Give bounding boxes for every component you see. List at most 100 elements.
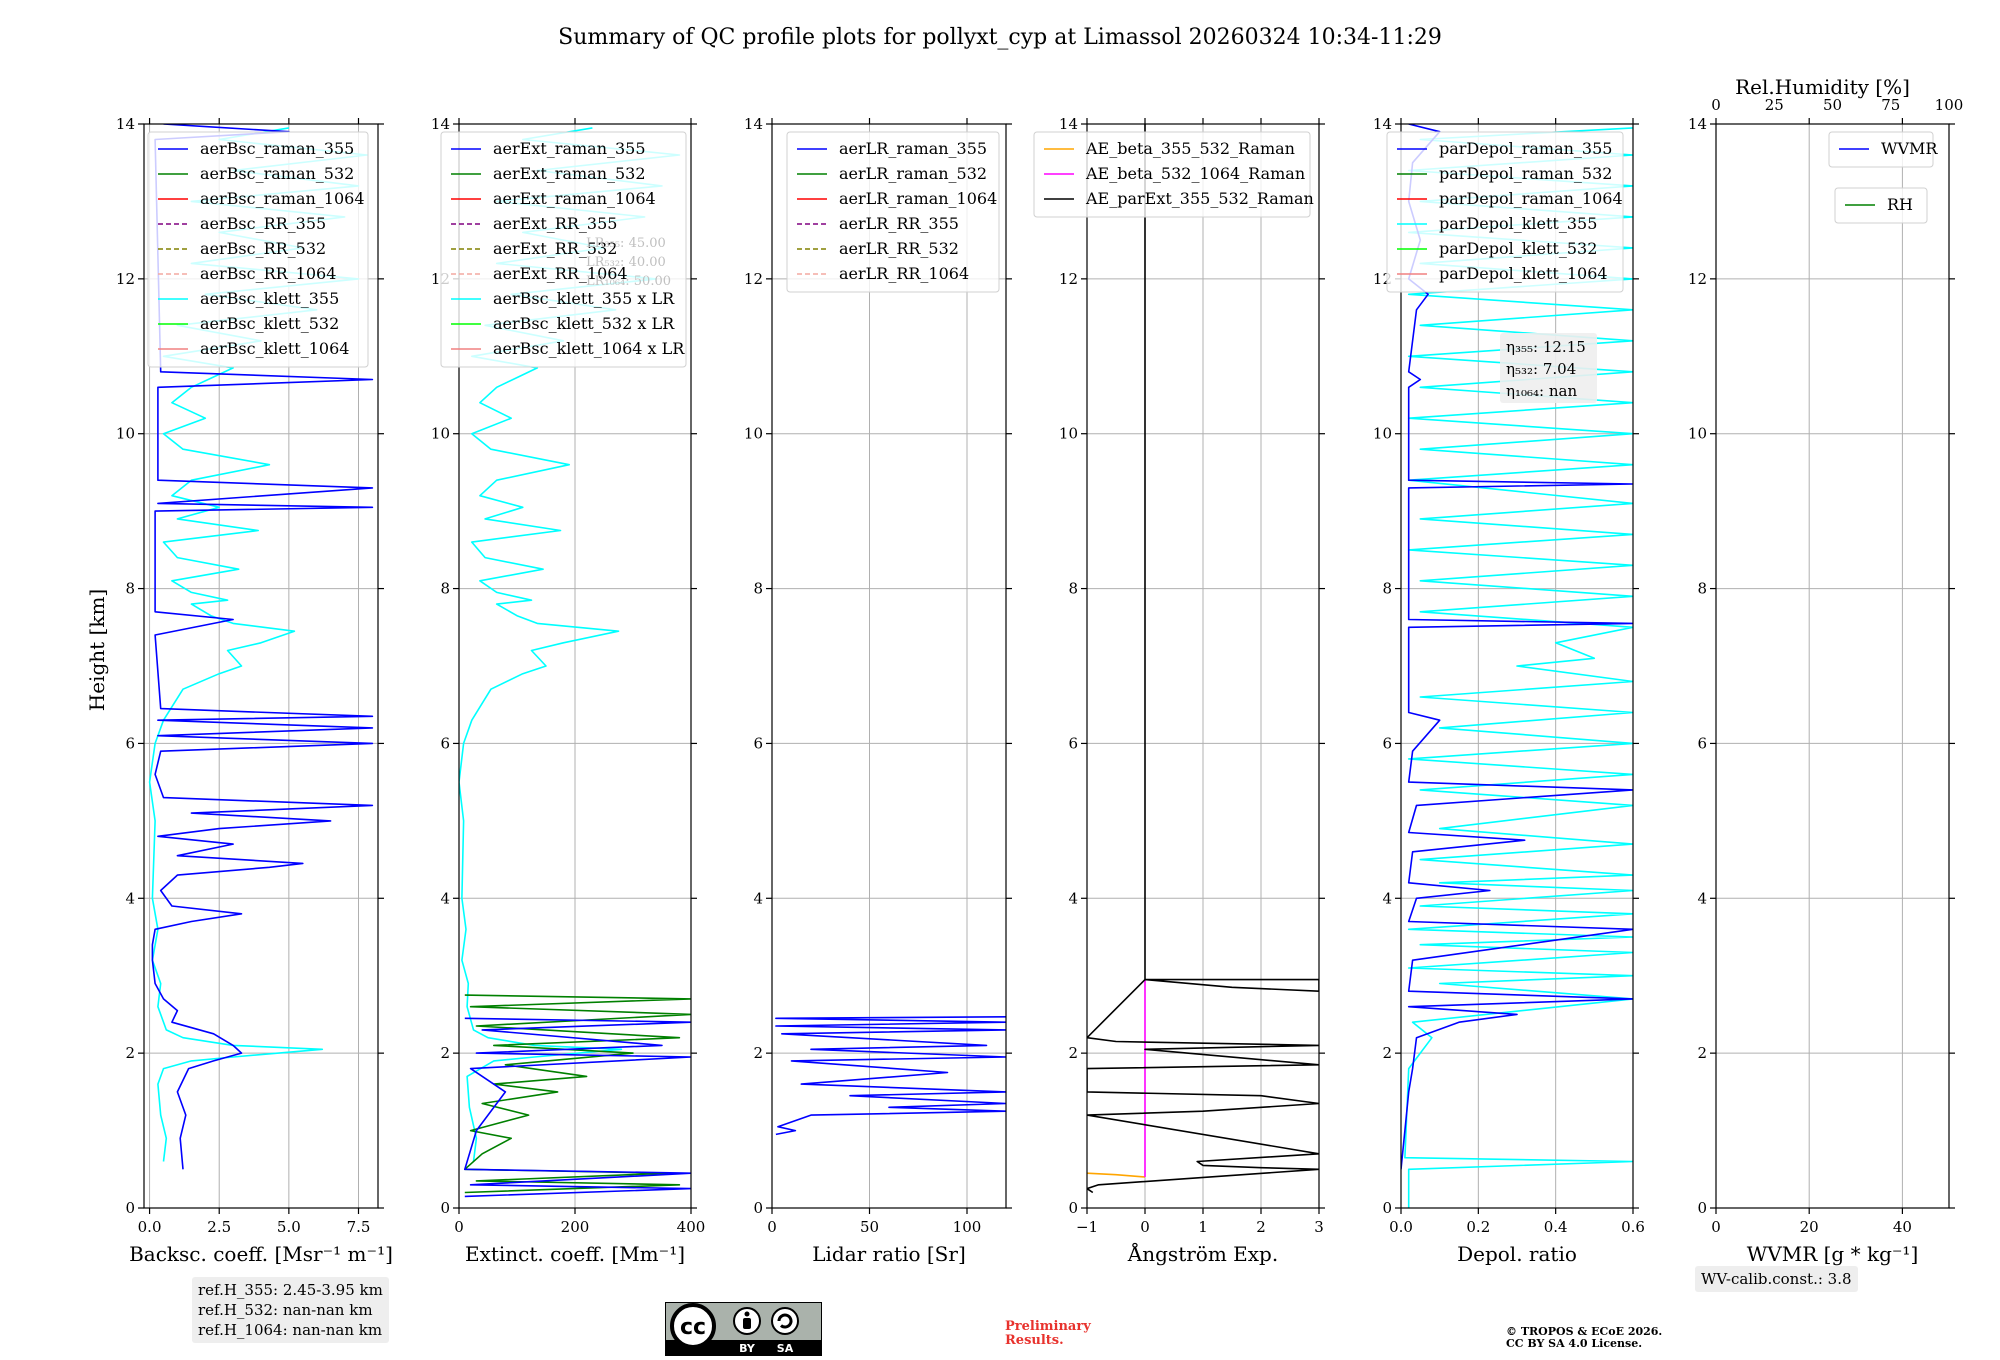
- xtick-label: 100: [953, 1218, 982, 1236]
- ytick-label: 4: [125, 889, 135, 907]
- ytick-label: 14: [1688, 115, 1707, 133]
- eta-box: [1500, 333, 1597, 403]
- panel-bsc: 0.0 2.5 5.0 7.5 0 2 4 6 8 10 12 14 Backsc. coeff. [M…: [116, 115, 393, 1266]
- legend-label: aerLR_RR_355: [839, 214, 959, 233]
- wv-calibration-box: WV-calib.const.: 3.8: [1695, 1266, 1858, 1292]
- series-aerBsc_raman_355: [151, 124, 374, 1170]
- ytick-label: 4: [1697, 889, 1707, 907]
- ytick-label: 6: [1382, 734, 1392, 752]
- legend-depol: parDepol_raman_355 parDepol_raman_532 parD…: [1386, 131, 1624, 293]
- legend-label: aerBsc_klett_1064 x LR: [493, 339, 685, 358]
- ytick-label: 12: [1688, 270, 1707, 288]
- ytick-label: 0: [440, 1199, 450, 1217]
- xtick-label: 1: [1198, 1218, 1208, 1236]
- ytick-label: 10: [1373, 425, 1392, 443]
- cc-logo-text: cc: [680, 1315, 706, 1340]
- height-axis-label: Height [km]: [85, 589, 109, 711]
- lr-annotation: LR₃₅₅: 45.00: [586, 236, 666, 251]
- legend-label: aerBsc_klett_532 x LR: [493, 314, 675, 333]
- xaxis-label-wv: WVMR [g * kg⁻¹]: [1747, 1242, 1919, 1266]
- cc-by-label: BY: [739, 1342, 756, 1355]
- ytick-label: 10: [1688, 425, 1707, 443]
- preliminary-line-1: Preliminary: [1005, 1319, 1091, 1334]
- legend-label: aerLR_raman_355: [839, 139, 987, 158]
- ytick-label: 0: [1382, 1199, 1392, 1217]
- panel-wv: 0 20 40 0 2 4 6 8 10 12 14 WVMR [g * kg⁻¹] 0 25 50 75 10…: [1688, 75, 1963, 1266]
- xtick-label: −1: [1076, 1218, 1098, 1236]
- ytick-label: 0: [125, 1199, 135, 1217]
- legend-box: [786, 131, 1000, 293]
- legend-ext: aerExt_raman_355 aerExt_raman_532 aerExt_r…: [440, 131, 687, 368]
- legend-box: [1828, 131, 1934, 168]
- ytick-label: 8: [440, 580, 450, 598]
- legend-label: aerExt_raman_532: [493, 164, 646, 183]
- grid-wv: [1715, 123, 1949, 1209]
- xtick-label: 5.0: [277, 1218, 301, 1236]
- ytick-label: 10: [431, 425, 450, 443]
- legend-label: aerBsc_RR_1064: [200, 264, 336, 283]
- legend-label: parDepol_raman_1064: [1439, 189, 1623, 208]
- axes-frame-lr: [771, 123, 1007, 1209]
- series-AE_beta_355_532_Raman: [1087, 1172, 1146, 1178]
- legend-label: aerExt_raman_1064: [493, 189, 656, 208]
- eta-label: η₅₃₂: 7.04: [1506, 360, 1576, 378]
- legend-box: [147, 131, 369, 368]
- xaxis-label-bsc: Backsc. coeff. [Msr⁻¹ m⁻¹]: [129, 1242, 393, 1266]
- xaxis-label-lr: Lidar ratio [Sr]: [812, 1242, 966, 1266]
- legend-label: aerExt_raman_355: [493, 139, 646, 158]
- ytick-label: 8: [1068, 580, 1078, 598]
- top-xaxis-label: Rel.Humidity [%]: [1735, 75, 1910, 99]
- ref-height-532: ref.H_532: nan-nan km: [198, 1301, 373, 1319]
- series-AE_parExt_355_532_Raman: [1087, 124, 1319, 1194]
- xtick-label: 200: [561, 1218, 590, 1236]
- legend-box: [1033, 131, 1311, 218]
- ytick-label: 2: [125, 1044, 135, 1062]
- legend-label: aerBsc_klett_355: [200, 289, 339, 308]
- lr-annotation: LR₁₀₆₄: 50.00: [586, 274, 671, 289]
- legend-label: aerBsc_RR_355: [200, 214, 326, 233]
- xtick-label: 0: [1140, 1218, 1150, 1236]
- cc-license-badge: cc BY SA: [665, 1302, 822, 1356]
- legend-bsc: aerBsc_raman_355 aerBsc_raman_532 aerBsc_r…: [147, 131, 369, 368]
- panel-lr: 0 50 100 0 2 4 6 8 10 12 14 Lidar ratio [Sr] aerLR_r…: [744, 115, 1012, 1266]
- xaxis-label-depol: Depol. ratio: [1457, 1242, 1577, 1266]
- xtick-label: 40: [1893, 1218, 1912, 1236]
- ytick-label: 4: [753, 889, 763, 907]
- legend-wv: WVMR: [1828, 131, 1938, 168]
- series-aerExt_raman_355: [463, 1017, 691, 1198]
- reference-height-box: ref.H_355: 2.45-3.95 km ref.H_532: nan-n…: [192, 1277, 389, 1343]
- legend-wv: RH: [1834, 187, 1928, 224]
- legend-label: aerBsc_raman_532: [200, 164, 354, 183]
- copyright-line-1: © TROPOS & ECoE 2026.: [1506, 1325, 1663, 1338]
- wv-calib-const: WV-calib.const.: 3.8: [1701, 1270, 1852, 1288]
- legend-label: WVMR: [1881, 139, 1938, 158]
- xtick-label: 0.6: [1621, 1218, 1645, 1236]
- series-group-lr: [775, 1016, 1006, 1136]
- legend-label: parDepol_klett_355: [1439, 214, 1597, 233]
- top-xtick-label: 50: [1823, 96, 1842, 114]
- xtick-label: 0: [454, 1218, 464, 1236]
- ytick-label: 12: [1059, 270, 1078, 288]
- ytick-label: 8: [125, 580, 135, 598]
- legend-label: aerExt_RR_355: [493, 214, 617, 233]
- eta-label: η₃₅₅: 12.15: [1506, 338, 1586, 356]
- series-aerExt_raman_532: [463, 994, 691, 1194]
- ytick-label: 10: [116, 425, 135, 443]
- ytick-label: 8: [753, 580, 763, 598]
- xtick-label: 2.5: [207, 1218, 231, 1236]
- legend-label: aerLR_raman_1064: [839, 189, 997, 208]
- eta-label: η₁₀₆₄: nan: [1506, 382, 1577, 400]
- ytick-label: 14: [744, 115, 763, 133]
- ytick-label: 6: [440, 734, 450, 752]
- xtick-label: 0: [1711, 1218, 1721, 1236]
- xtick-label: 0.0: [138, 1218, 162, 1236]
- ytick-label: 14: [431, 115, 450, 133]
- xtick-label: 2: [1256, 1218, 1266, 1236]
- ytick-label: 6: [753, 734, 763, 752]
- ytick-label: 14: [116, 115, 135, 133]
- series-parDepol_klett_355: [1404, 127, 1633, 1208]
- xtick-label: 400: [677, 1218, 706, 1236]
- xtick-label: 0.2: [1466, 1218, 1490, 1236]
- legend-label: aerExt_RR_1064: [493, 264, 628, 283]
